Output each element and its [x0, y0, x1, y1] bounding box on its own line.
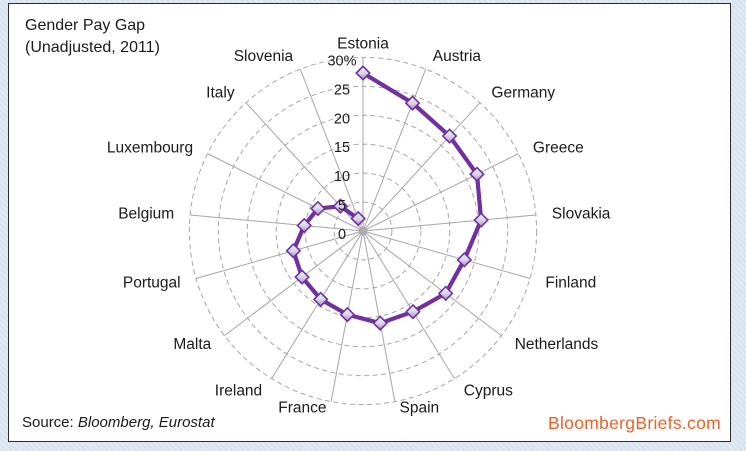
grid-spoke — [224, 230, 364, 337]
data-point-austria — [404, 95, 421, 111]
category-label-spain: Spain — [400, 399, 440, 416]
series-line — [291, 70, 484, 326]
data-point-finland — [456, 251, 473, 268]
tick-label-20: 20 — [334, 111, 350, 127]
grid-spoke — [362, 230, 502, 337]
category-label-slovenia: Slovenia — [234, 48, 294, 65]
category-label-italy: Italy — [206, 84, 235, 101]
brand-logo: BloombergBriefs.com — [548, 413, 721, 433]
category-label-germany: Germany — [491, 84, 555, 101]
category-label-estonia: Estonia — [337, 35, 389, 52]
grid-spoke — [299, 68, 364, 232]
grid-spoke — [195, 230, 364, 279]
source-label: Source: — [22, 414, 78, 431]
radar-chart: Estonia Austria Germany Greece Slovakia Finla… — [9, 4, 730, 441]
tick-label-0: 0 — [338, 227, 346, 243]
data-point-slovakia — [473, 212, 489, 228]
category-label-finland: Finland — [545, 274, 596, 291]
chart-title: Gender Pay Gap (Unadjusted, 2011) — [25, 15, 160, 59]
data-point-netherlands — [437, 285, 454, 302]
grid-spoke — [362, 230, 396, 402]
tick-label-5: 5 — [338, 198, 346, 214]
data-point-germany — [441, 128, 458, 144]
data-point-spain — [372, 315, 389, 331]
grid-spoke — [271, 230, 364, 379]
grid-spoke — [207, 153, 364, 232]
grid-spoke — [362, 230, 455, 379]
data-point-luxembourg — [310, 200, 326, 217]
grid-spoke — [362, 102, 481, 232]
axis-center-dot — [358, 226, 368, 236]
tick-label-30: 30% — [327, 53, 356, 69]
data-point-portugal — [285, 242, 302, 259]
category-label-luxembourg: Luxembourg — [107, 139, 193, 156]
category-label-netherlands: Netherlands — [515, 336, 599, 353]
data-point-estonia — [355, 65, 371, 81]
category-label-belgium: Belgium — [118, 206, 174, 223]
data-point-italy — [332, 198, 349, 215]
data-point-cyprus — [405, 303, 421, 320]
tick-label-25: 25 — [334, 82, 350, 98]
grid-spoke — [362, 153, 519, 232]
category-label-slovakia: Slovakia — [552, 206, 611, 223]
data-point-france — [339, 306, 356, 323]
tick-label-15: 15 — [334, 140, 350, 156]
category-label-france: France — [278, 399, 326, 416]
category-label-ireland: Ireland — [215, 383, 262, 400]
grid-spoke — [362, 230, 531, 279]
tick-label-10: 10 — [334, 169, 350, 185]
chart-title-line1: Gender Pay Gap — [25, 17, 146, 34]
chart-panel: Gender Pay Gap (Unadjusted, 2011) Estoni… — [8, 3, 731, 442]
data-point-belgium — [296, 217, 313, 234]
category-label-cyprus: Cyprus — [464, 383, 513, 400]
category-label-malta: Malta — [173, 336, 211, 353]
chart-title-line2: (Unadjusted, 2011) — [25, 39, 160, 56]
category-label-portugal: Portugal — [123, 274, 181, 291]
grid-spoke — [190, 214, 364, 232]
category-label-greece: Greece — [533, 139, 584, 156]
category-label-austria: Austria — [433, 48, 482, 65]
data-point-slovenia — [350, 210, 367, 227]
data-point-ireland — [312, 291, 329, 308]
source-note: Source: Bloomberg, Eurostat — [22, 414, 215, 431]
source-value: Bloomberg, Eurostat — [77, 414, 215, 431]
grid-spoke — [362, 214, 536, 232]
data-point-greece — [469, 166, 485, 183]
grid-spoke — [362, 68, 427, 232]
data-point-malta — [294, 269, 310, 285]
